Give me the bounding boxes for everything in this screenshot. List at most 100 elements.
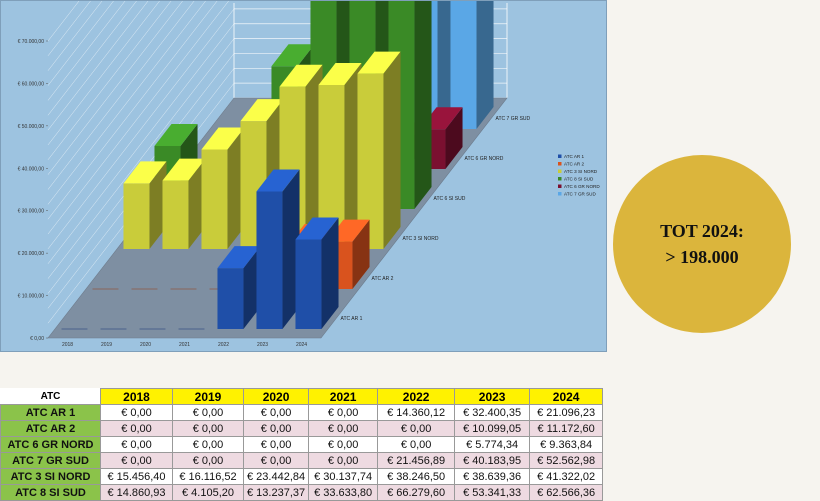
x-tick-label: 2021 <box>179 342 190 348</box>
bar-side <box>227 127 245 249</box>
table-cell: € 15.456,40 <box>100 468 173 485</box>
bar-front <box>357 73 384 249</box>
bar <box>450 1 494 129</box>
bar <box>295 217 339 329</box>
table-cell: € 66.279,60 <box>377 484 456 501</box>
grid-line-side <box>47 8 235 250</box>
table-body: ATC AR 1 € 0,00 € 0,00 € 0,00 € 0,00 € 14.360… <box>0 404 604 501</box>
x-tick-label: 2020 <box>140 342 151 348</box>
z-tick-label: € 70.000,00 <box>18 39 45 45</box>
legend-swatch <box>558 177 562 181</box>
table-cell: € 9.363,84 <box>529 436 604 453</box>
year-header: 2023 <box>454 388 531 405</box>
x-tick-label: 2023 <box>257 342 268 348</box>
grid-line-side <box>47 1 91 57</box>
total-line-1: TOT 2024: <box>660 221 744 241</box>
table-cell: € 0,00 <box>172 404 244 421</box>
bar-front <box>295 239 322 329</box>
table-cell: € 38.246,50 <box>377 468 456 485</box>
table-cell: € 30.137,74 <box>308 468 379 485</box>
bar-side <box>344 63 362 249</box>
bar-side <box>149 161 167 249</box>
table-cell: € 0,00 <box>242 452 310 469</box>
table-row: ATC AR 2 € 0,00 € 0,00 € 0,00 € 0,00 € 0,00 € … <box>0 420 604 437</box>
table-cell: € 0,00 <box>172 436 244 453</box>
bar-side <box>188 158 206 249</box>
bar <box>217 246 261 329</box>
table-cell: € 11.172,60 <box>529 420 604 437</box>
bar <box>162 158 206 249</box>
table-cell: € 62.566,36 <box>529 484 604 501</box>
depth-label: ATC 6 SI SUD <box>434 196 466 202</box>
bar-side <box>383 51 401 249</box>
bar-top <box>123 161 167 184</box>
table-cell: € 41.322,02 <box>529 468 604 485</box>
bar-top <box>154 123 198 146</box>
z-tick-label: € 40.000,00 <box>18 166 45 172</box>
grid-line-side <box>47 1 229 235</box>
bar-side <box>437 1 455 129</box>
grid-line-side <box>47 1 103 71</box>
bar <box>123 161 167 249</box>
grid-line-side <box>47 1 218 220</box>
bar-front <box>123 183 150 249</box>
legend-label: ATC 8 SI SUD <box>564 177 594 182</box>
table-cell: € 0,00 <box>308 452 379 469</box>
table-cell: € 32.400,35 <box>454 404 531 421</box>
z-tick-label: € 10.000,00 <box>18 294 45 300</box>
bar-front <box>256 191 283 329</box>
bar-top <box>271 44 315 67</box>
year-header: 2024 <box>529 388 604 405</box>
grid-line-side <box>47 1 206 205</box>
grid-line-side <box>47 1 149 131</box>
year-header: 2021 <box>308 388 379 405</box>
bar-top <box>217 246 261 269</box>
x-tick-label: 2018 <box>62 342 73 348</box>
bar-top <box>201 127 245 150</box>
z-tick-label: € 50.000,00 <box>18 124 45 130</box>
data-table: ATC 2018 2019 2020 2021 2022 2023 2024 A… <box>0 388 604 501</box>
row-label: ATC 3 SI NORD <box>0 468 101 485</box>
bar-side <box>352 219 370 289</box>
bar-top <box>240 99 284 122</box>
table-cell: € 0,00 <box>172 420 244 437</box>
table-cell: € 40.183,95 <box>454 452 531 469</box>
grid-line-side <box>47 1 137 116</box>
year-header: 2019 <box>172 388 244 405</box>
table-cell: € 4.105,20 <box>172 484 244 501</box>
table-row: ATC 8 SI SUD € 14.860,93 € 4.105,20 € 13.23… <box>0 484 604 501</box>
grid-line-side <box>47 1 160 146</box>
legend-swatch <box>558 162 562 166</box>
table-cell: € 10.099,05 <box>454 420 531 437</box>
bar-side <box>445 107 463 169</box>
total-circle: TOT 2024: > 198.000 <box>613 155 791 333</box>
depth-label: ATC 3 SI NORD <box>403 236 439 242</box>
table-cell: € 53.341,33 <box>454 484 531 501</box>
row-label: ATC AR 2 <box>0 420 101 437</box>
table-cell: € 0,00 <box>100 436 173 453</box>
x-tick-label: 2024 <box>296 342 307 348</box>
bar-front <box>217 268 244 329</box>
bar-front <box>318 85 345 249</box>
table-cell: € 0,00 <box>377 420 456 437</box>
total-line-2: > 198.000 <box>665 247 739 267</box>
legend-label: ATC 6 GR NORD <box>564 184 600 189</box>
table-cell: € 0,00 <box>100 452 173 469</box>
bar-front <box>450 1 477 129</box>
bar-side <box>321 217 339 329</box>
bar <box>318 63 362 249</box>
z-tick-label: € 20.000,00 <box>18 251 45 257</box>
table-cell: € 0,00 <box>172 452 244 469</box>
grid-line-side <box>47 1 126 101</box>
grid-line-side <box>47 23 235 264</box>
bar-top <box>279 64 323 87</box>
table-cell: € 0,00 <box>100 404 173 421</box>
bar <box>201 127 245 249</box>
table-cell: € 0,00 <box>100 420 173 437</box>
x-tick-label: 2022 <box>218 342 229 348</box>
legend-swatch <box>558 192 562 196</box>
grid-line-side <box>47 1 183 175</box>
legend-swatch <box>558 154 562 158</box>
row-label: ATC 8 SI SUD <box>0 484 101 501</box>
table-cell: € 0,00 <box>242 436 310 453</box>
